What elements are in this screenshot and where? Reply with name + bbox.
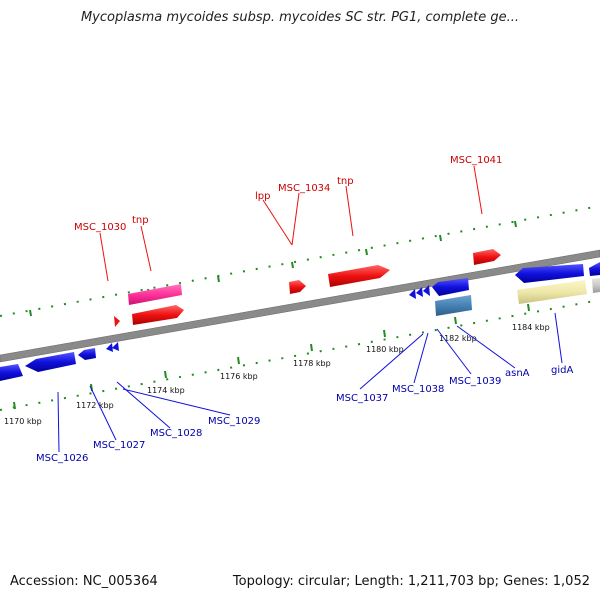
gene-label[interactable]: MSC_1026 <box>36 453 88 464</box>
gene-arrow-edge[interactable] <box>589 262 600 276</box>
gene-label[interactable]: MSC_1030 <box>74 222 126 233</box>
accession-text: Accession: NC_005364 <box>10 574 158 589</box>
axis-label: 1172 kbp <box>76 401 114 410</box>
top-leaders <box>99 165 483 282</box>
forward-genes <box>114 249 501 327</box>
inner-tick-ring <box>0 299 600 411</box>
gene-arrow-lpp[interactable] <box>289 280 306 294</box>
gene-label[interactable]: tnp <box>132 215 149 226</box>
gene-label[interactable]: MSC_1039 <box>449 376 501 387</box>
bottom-gene-labels: MSC_1026 MSC_1027 MSC_1028 MSC_1029 MSC_… <box>36 365 573 464</box>
reverse-genes <box>0 262 600 381</box>
gene-label[interactable]: asnA <box>505 368 530 379</box>
outer-tick-ring <box>0 205 600 317</box>
gene-arrow-msc1037[interactable] <box>409 289 416 299</box>
gene-label[interactable]: MSC_1029 <box>208 416 260 427</box>
gene-arrow-msc1037b[interactable] <box>416 287 423 297</box>
axis-label: 1174 kbp <box>147 386 185 395</box>
gene-label[interactable]: MSC_1037 <box>336 393 388 404</box>
genome-backbone <box>0 249 600 363</box>
gene-arrow-msc1026[interactable] <box>0 364 23 381</box>
axis-label: 1180 kbp <box>366 345 404 354</box>
gene-label[interactable]: MSC_1028 <box>150 428 202 439</box>
gene-label[interactable]: MSC_1041 <box>450 155 502 166</box>
gene-arrow-msc1038[interactable] <box>423 285 430 296</box>
gene-arrow-gida[interactable] <box>517 280 587 304</box>
axis-label: 1170 kbp <box>4 417 42 426</box>
gene-label[interactable]: tnp <box>337 176 354 187</box>
gene-label[interactable]: lpp <box>255 191 270 202</box>
gene-arrow-tnp-2[interactable] <box>328 265 390 287</box>
gene-arrow-msc1039[interactable] <box>432 278 469 296</box>
gene-arrow-tnp-1[interactable] <box>132 305 184 325</box>
gene-arrow-msc1027[interactable] <box>25 352 76 372</box>
gene-label[interactable]: MSC_1038 <box>392 384 444 395</box>
axis-label: 1176 kbp <box>220 372 258 381</box>
genome-summary: Topology: circular; Length: 1,211,703 bp… <box>232 574 590 589</box>
gene-label[interactable]: MSC_1034 <box>278 183 330 194</box>
gene-arrow-msc1041[interactable] <box>473 249 501 265</box>
gene-arrow-msc1028[interactable] <box>78 348 96 360</box>
gene-arrow-msc1030[interactable] <box>128 284 182 305</box>
gene-label[interactable]: MSC_1027 <box>93 440 145 451</box>
axis-label: 1184 kbp <box>512 323 550 332</box>
gene-arrow-top-right[interactable] <box>515 264 584 283</box>
map-title: Mycoplasma mycoides subsp. mycoides SC s… <box>80 10 520 25</box>
gene-arrow-msc1029a[interactable] <box>106 343 113 352</box>
gene-arrow-asna[interactable] <box>435 295 472 316</box>
bottom-leaders <box>57 312 563 453</box>
axis-label: 1178 kbp <box>293 359 331 368</box>
gene-label[interactable]: gidA <box>551 365 573 376</box>
top-gene-labels: MSC_1030 tnp lpp MSC_1034 tnp MSC_1041 <box>74 155 502 233</box>
axis-labels: 1170 kbp 1172 kbp 1174 kbp 1176 kbp 1178… <box>4 323 550 426</box>
gene-arrow-gray[interactable] <box>592 278 600 293</box>
axis-label: 1182 kbp <box>439 334 477 343</box>
gene-arrow-msc1029b[interactable] <box>112 342 119 351</box>
gene-arrow-small[interactable] <box>114 316 120 327</box>
